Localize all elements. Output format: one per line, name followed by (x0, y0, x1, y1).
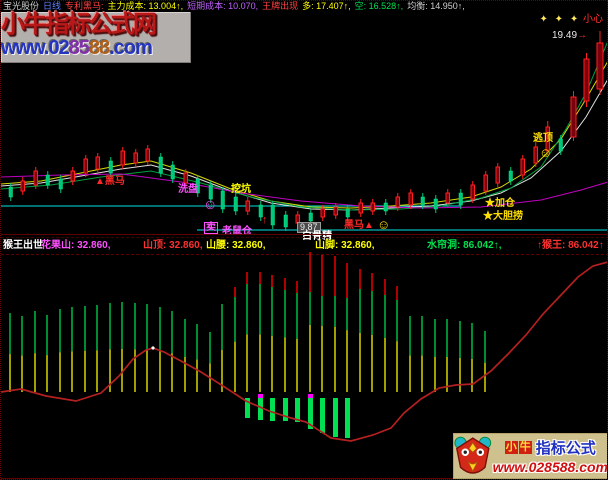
sub-header-field: ↑猴王: 86.042↑ (537, 240, 604, 251)
watermark-brand: 指标公式 (535, 440, 596, 457)
subpanel-separator (1, 254, 607, 255)
chart-annotation: ★加仓 (485, 198, 515, 209)
diamond-markers: ✦ ✦ ✦ (539, 14, 581, 25)
watermark-title: 小牛指标公式网 (1, 11, 157, 38)
bottom-border (1, 478, 607, 479)
chart-annotation: 洗盘 (178, 184, 198, 195)
sub-header-field: 花果山: 32.860, (41, 240, 111, 251)
sub-header-field: 山脚: 32.860, (315, 240, 375, 251)
chart-annotation: ▲黑马 (95, 176, 125, 187)
high-price-value: 19.49 (552, 30, 578, 41)
status-field: 日线 (43, 1, 62, 11)
chart-annotation: 老鼠仓 (222, 226, 252, 237)
status-field: 空: 16.528↑, (354, 1, 404, 11)
watermark-url-segment: 85 (68, 37, 90, 59)
chart-annotation: 白骨精 (302, 231, 332, 242)
chart-annotation: 逃顶 (533, 133, 553, 144)
status-field: 王牌出现 (262, 1, 299, 11)
watermark-url-2: www.028588.com (492, 459, 608, 475)
warning-label: 小心 (583, 14, 603, 25)
warning-area: ✦ ✦ ✦ 小心 (540, 10, 603, 25)
indicator-status-bar: 宝光股份 日线 专利黑马: 主力成本: 13.004↑, 短期成本: 10.070, 王牌… (3, 1, 469, 11)
brand-tile-1: 小 (504, 441, 518, 454)
chart-annotation: ☺ (377, 217, 391, 232)
high-price-label: 19.49→ (552, 30, 587, 41)
watermark-top-left: 小牛指标公式网 www.028588.com (1, 12, 191, 63)
chart-annotation: 9.87 (297, 222, 321, 233)
status-field: 宝光股份 (3, 1, 40, 11)
status-field: 短期成本: 10.070, (187, 1, 259, 11)
panel-separator-dash (1, 237, 607, 238)
chart-annotation: 卖 (204, 222, 218, 234)
watermark-bottom-right: 小 牛 指标公式 www.028588.com (453, 433, 608, 479)
brand-tile-2: 牛 (518, 441, 532, 454)
price-arrow-icon: → (577, 30, 588, 41)
chart-annotation: 挖坑 (231, 184, 251, 195)
chart-annotation: ↑ (262, 214, 268, 226)
status-field: 多: 17.407↑, (302, 1, 351, 11)
sub-header-field: 水帘洞: 86.042↑, (427, 240, 502, 251)
watermark-url: www.028588.com (1, 37, 191, 59)
status-field: 均衡: 14.950↑, (407, 1, 465, 11)
watermark-url-segment: www.02 (1, 37, 70, 59)
lion-mask-icon (454, 436, 492, 474)
panel-separator (1, 234, 607, 235)
chart-annotation: 黑马▲ (344, 220, 374, 231)
chart-annotation: ☺ (203, 196, 218, 212)
chart-annotation: ☺ (539, 145, 553, 160)
sub-header-field: 猴王出世 (3, 240, 43, 251)
sub-header-field: 山腰: 32.860, (206, 240, 266, 251)
watermark-url-segment: 88 (88, 37, 110, 59)
status-field: 主力成本: 13.004↑, (107, 1, 184, 11)
status-field: 专利黑马: (65, 1, 104, 11)
chart-annotation: ★大胆捞 (483, 211, 523, 222)
sub-indicator-header: 猴王出世 花果山: 32.860, 山顶: 32.860, 山腰: 32.860, 山脚… (1, 240, 607, 252)
sub-header-field: 山顶: 32.860, (143, 240, 203, 251)
watermark-url-segment: .com (109, 37, 153, 59)
